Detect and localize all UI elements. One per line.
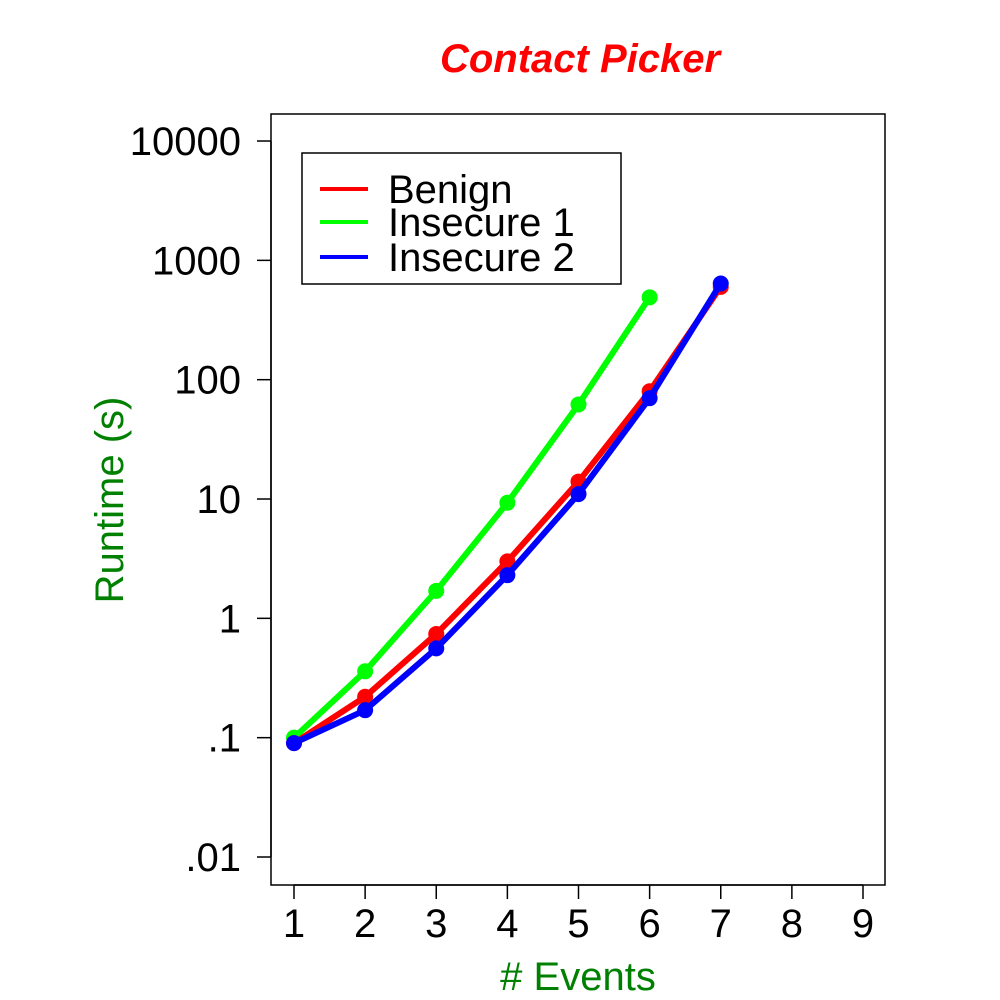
x-tick-label: 9: [852, 902, 874, 946]
x-axis-title: # Events: [500, 955, 656, 999]
series-insecure-1: [286, 289, 658, 746]
x-tick-label: 3: [425, 902, 447, 946]
data-point: [428, 640, 445, 657]
x-tick-label: 6: [639, 902, 661, 946]
x-axis: 1 2 3 4 5 6 7 8 9: [283, 884, 874, 946]
chart-title: Contact Picker: [440, 37, 723, 81]
y-tick-label: 100: [174, 359, 241, 403]
y-tick-label: .01: [185, 836, 241, 880]
data-point: [570, 396, 587, 413]
y-axis-title: Runtime (s): [88, 397, 132, 604]
legend-box: [301, 152, 622, 285]
x-tick-label: 7: [710, 902, 732, 946]
data-point: [641, 289, 658, 306]
x-tick-label: 8: [781, 902, 803, 946]
data-point: [499, 553, 516, 570]
data-point: [641, 390, 658, 407]
data-point: [357, 688, 374, 705]
y-axis: .01 .1 1 10 100 1000 10000: [130, 120, 272, 880]
y-tick-label: 1000: [152, 239, 241, 283]
legend-label: Insecure 1: [388, 201, 575, 245]
series-insecure-2: [286, 275, 729, 752]
data-point: [357, 702, 374, 719]
y-tick-label: 10000: [130, 120, 241, 164]
legend-label: Insecure 2: [388, 236, 575, 280]
data-point: [286, 735, 302, 752]
data-point: [428, 582, 445, 599]
x-tick-label: 1: [283, 902, 305, 946]
data-point: [570, 486, 587, 503]
y-tick-label: 10: [197, 478, 242, 522]
x-tick-label: 2: [354, 902, 376, 946]
data-point: [428, 625, 445, 642]
data-point: [357, 663, 374, 680]
legend-label: Benign: [388, 168, 513, 212]
x-tick-label: 4: [496, 902, 518, 946]
data-point: [499, 494, 516, 511]
data-point: [499, 567, 516, 584]
y-tick-label: .1: [208, 717, 241, 761]
y-tick-label: 1: [219, 597, 241, 641]
data-point: [712, 275, 729, 292]
x-tick-label: 5: [567, 902, 589, 946]
series-layer: [286, 275, 729, 752]
series-line: [291, 294, 653, 741]
